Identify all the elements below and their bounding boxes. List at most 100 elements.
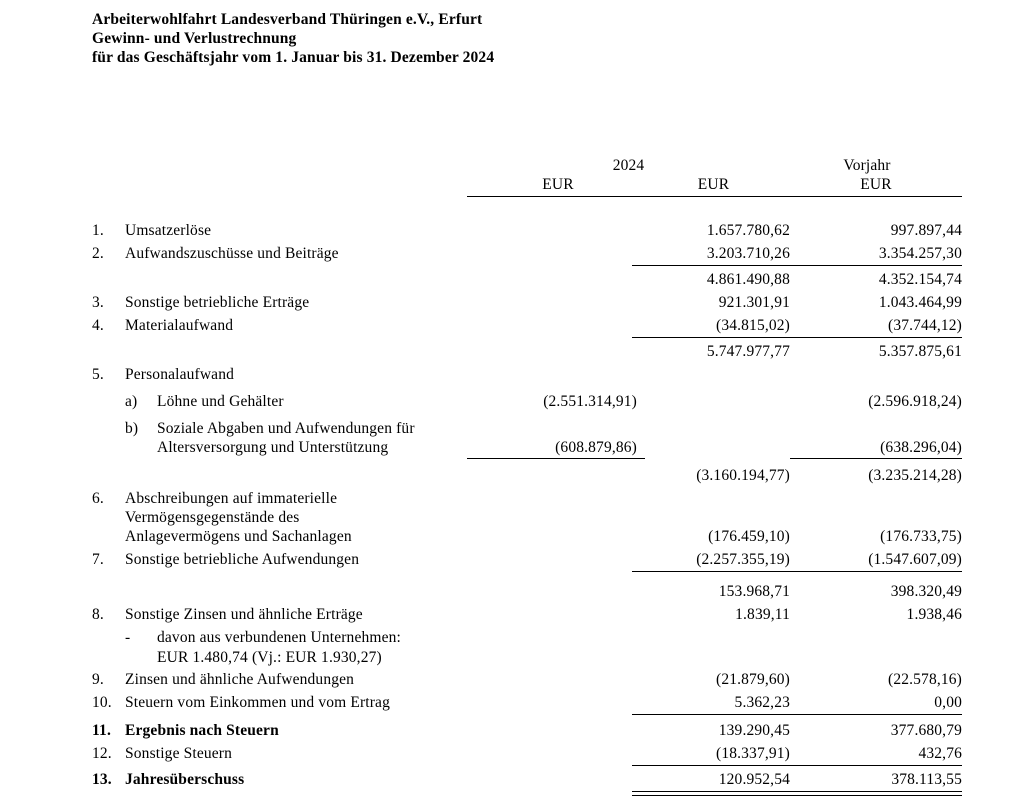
row-label: Sonstige Zinsen und ähnliche Erträge: [125, 606, 363, 623]
amount-2024: 153.968,71: [718, 583, 790, 600]
column-headers: 2024 Vorjahr EUR EUR EUR: [0, 156, 1017, 197]
row-label: Personalaufwand: [125, 366, 234, 383]
subtotal-rule: [632, 765, 962, 766]
header-rule: [467, 196, 962, 197]
amount-vorjahr: 432,76: [918, 745, 962, 762]
amount-2024: 921.301,91: [718, 294, 790, 311]
dash-bullet: -: [125, 629, 131, 646]
table-row-11: 11. Ergebnis nach Steuern 139.290,45 377…: [0, 721, 1017, 740]
statement-title: Gewinn- und Verlustrechnung: [92, 30, 297, 47]
table-row-3: 3. Sonstige betriebliche Erträge 921.301…: [0, 293, 1017, 312]
amount-2024: (3.160.194,77): [696, 467, 790, 484]
row-label: Soziale Abgaben und Aufwendungen für Alt…: [157, 419, 437, 457]
amount-2024: (34.815,02): [716, 317, 790, 334]
amount-vorjahr: 1.938,46: [906, 606, 962, 623]
table-row-5a: a) Löhne und Gehälter (2.551.314,91) (2.…: [0, 392, 1017, 411]
row-number: 12.: [92, 745, 112, 762]
row-number: 9.: [92, 671, 104, 688]
amount-2024: (21.879,60): [716, 671, 790, 688]
table-row-1: 1. Umsatzerlöse 1.657.780,62 997.897,44: [0, 221, 1017, 240]
row-label-line1: Soziale Abgaben und Aufwendungen für: [157, 420, 415, 437]
table-row-5: 5. Personalaufwand: [0, 365, 1017, 384]
row-number: 1.: [92, 222, 104, 239]
amount-sub-2024: (2.551.314,91): [543, 393, 637, 410]
row-number: 10.: [92, 694, 112, 711]
row-number: 3.: [92, 294, 104, 311]
column-year-prior: Vorjahr: [843, 157, 891, 174]
row-number: 4.: [92, 317, 104, 334]
amount-vorjahr: 4.352.154,74: [878, 271, 962, 288]
amount-2024: (176.459,10): [708, 528, 790, 545]
note-label: EUR 1.480,74 (Vj.: EUR 1.930,27): [157, 649, 382, 666]
currency-header-row: EUR EUR EUR: [0, 175, 1017, 194]
row-label: Zinsen und ähnliche Aufwendungen: [125, 671, 355, 688]
amount-2024: (18.337,91): [716, 745, 790, 762]
subtotal-rule-right: [790, 458, 962, 459]
row-label: Sonstige Steuern: [125, 745, 233, 762]
table-row-10: 10. Steuern vom Einkommen und vom Ertrag…: [0, 693, 1017, 715]
row-number: 6.: [92, 490, 104, 507]
table-row-9: 9. Zinsen und ähnliche Aufwendungen (21.…: [0, 670, 1017, 689]
row-number: 2.: [92, 245, 104, 262]
amount-vorjahr: (638.296,04): [880, 439, 962, 456]
subtotal-rule-left: [467, 458, 645, 459]
amount-vorjahr: 5.357.875,61: [878, 343, 962, 360]
amount-2024: 1.839,11: [735, 606, 790, 623]
currency-label-1: EUR: [542, 176, 574, 193]
company-name: Arbeiterwohlfahrt Landesverband Thüringe…: [92, 11, 483, 28]
amount-2024: 5.362,23: [734, 694, 790, 711]
row-label: Ergebnis nach Steuern: [125, 722, 279, 739]
table-row-4: 4. Materialaufwand (34.815,02) (37.744,1…: [0, 316, 1017, 338]
row-number: 7.: [92, 551, 104, 568]
row-label-line2: Vermögensgegenstände des: [125, 509, 300, 526]
row-number: 13.: [92, 771, 112, 788]
table-row-8: 8. Sonstige Zinsen und ähnliche Erträge …: [0, 605, 1017, 624]
row-label: Sonstige betriebliche Erträge: [125, 294, 310, 311]
table-row-7: 7. Sonstige betriebliche Aufwendungen (2…: [0, 550, 1017, 572]
amount-vorjahr: (1.547.607,09): [868, 551, 962, 568]
amount-2024: 139.290,45: [718, 722, 790, 739]
currency-label-3: EUR: [860, 176, 892, 193]
fiscal-year-line: für das Geschäftsjahr vom 1. Januar bis …: [92, 49, 495, 66]
row-letter: a): [125, 393, 138, 410]
year-header-row: 2024 Vorjahr: [0, 156, 1017, 175]
note-label: davon aus verbundenen Unternehmen:: [157, 629, 401, 646]
table-row-5b: b) Soziale Abgaben und Aufwendungen für …: [0, 419, 1017, 459]
subtotal-row-3: (3.160.194,77) (3.235.214,28): [0, 466, 1017, 485]
table-row-6: 6. Abschreibungen auf immaterielle Vermö…: [0, 489, 1017, 546]
amount-2024: (2.257.355,19): [696, 551, 790, 568]
amount-vorjahr: 0,00: [934, 694, 962, 711]
row-label-line1: Abschreibungen auf immaterielle: [125, 490, 338, 507]
row-label: Steuern vom Einkommen und vom Ertrag: [125, 694, 390, 711]
amount-vorjahr: 378.113,55: [891, 771, 962, 788]
subtotal-rule: [632, 337, 962, 338]
row-number: 8.: [92, 606, 104, 623]
row-label-line2: Altersversorgung und Unterstützung: [157, 439, 389, 456]
amount-vorjahr: (3.235.214,28): [868, 467, 962, 484]
grand-total-rule: [632, 791, 962, 796]
row-label: Abschreibungen auf immaterielle Vermögen…: [125, 489, 437, 546]
amount-vorjahr: (2.596.918,24): [868, 393, 962, 410]
amount-vorjahr: 997.897,44: [890, 222, 962, 239]
table-row-8-note1: - davon aus verbundenen Unternehmen:: [0, 628, 1017, 647]
row-letter: b): [125, 420, 139, 437]
column-year-current: 2024: [612, 157, 645, 174]
row-label: Materialaufwand: [125, 317, 234, 334]
amount-vorjahr: (37.744,12): [888, 317, 962, 334]
row-number: 11.: [92, 722, 111, 739]
amount-vorjahr: 1.043.464,99: [878, 294, 962, 311]
subtotal-rule: [632, 714, 962, 715]
row-label: Aufwandszuschüsse und Beiträge: [125, 245, 339, 262]
row-label: Umsatzerlöse: [125, 222, 212, 239]
subtotal-rule: [632, 571, 962, 572]
subtotal-rule: [632, 265, 962, 266]
amount-vorjahr: (176.733,75): [880, 528, 962, 545]
table-row-8-note2: EUR 1.480,74 (Vj.: EUR 1.930,27): [0, 648, 1017, 667]
amount-sub-2024: (608.879,86): [555, 439, 637, 456]
amount-2024: 3.203.710,26: [706, 245, 790, 262]
amount-vorjahr: 3.354.257,30: [878, 245, 962, 262]
amount-2024: 1.657.780,62: [706, 222, 790, 239]
table-row-12: 12. Sonstige Steuern (18.337,91) 432,76: [0, 744, 1017, 766]
subtotal-row-1: 4.861.490,88 4.352.154,74: [0, 270, 1017, 289]
